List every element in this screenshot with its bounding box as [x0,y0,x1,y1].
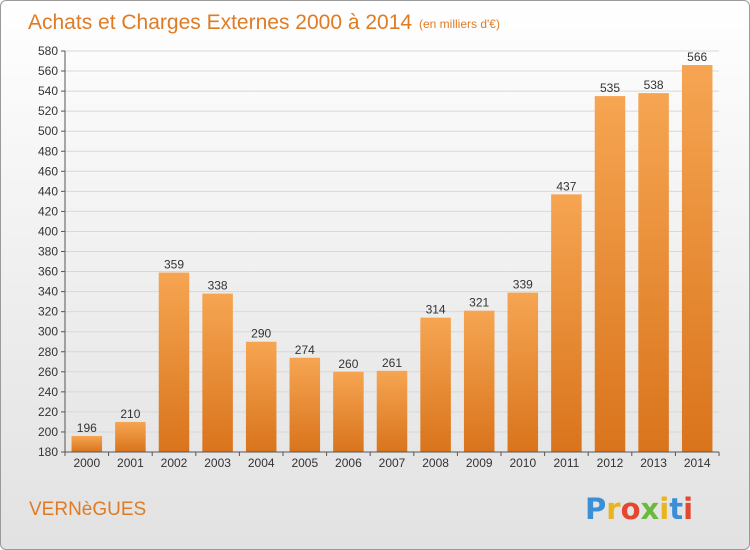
logo-letter: o [621,492,641,526]
data-label-2006: 260 [338,357,358,371]
y-tick-label: 460 [38,164,58,178]
y-tick-label: 200 [38,425,58,439]
y-tick-label: 520 [38,104,58,118]
y-tick-label: 380 [38,245,58,259]
bar-2003 [202,293,233,452]
bars [71,65,713,453]
x-tick-label: 2006 [335,456,362,470]
y-tick-label: 240 [38,385,58,399]
chart-unit: (en milliers d'€) [419,17,500,31]
data-label-2004: 290 [251,327,271,341]
y-tick-label: 320 [38,305,58,319]
x-tick-label: 2008 [422,456,449,470]
x-tick-label: 2005 [291,456,318,470]
bar-2007 [376,370,408,452]
x-tick-label: 2011 [553,456,579,470]
x-tick-label: 2014 [684,456,711,470]
y-tick-label: 300 [38,325,58,339]
data-label-2012: 535 [600,81,620,95]
bar-2011 [551,194,582,453]
logo-letter: P [585,492,606,526]
bar-2012 [594,96,626,453]
y-tick-label: 400 [38,224,58,238]
data-label-2003: 338 [208,279,228,293]
x-tick-label: 2009 [466,456,493,470]
x-axis-ticks: 2000 2001 2002 2003 2004 2005 2006 2007 2008 2009… [64,452,720,470]
data-label-2001: 210 [120,407,140,421]
x-tick-label: 2002 [161,456,188,470]
bar-2000 [71,435,103,452]
bar-2002 [158,272,190,452]
commune-name: VERNèGUES [29,499,146,520]
y-tick-label: 440 [38,184,58,198]
data-label-2002: 359 [164,258,184,272]
y-tick-label: 580 [38,44,58,58]
y-axis-ticks: 180 200 220 240 260 280 300 320 340 360 380 400 420 4… [38,44,65,459]
x-tick-label: 2004 [248,456,275,470]
bar-2013 [638,93,669,452]
data-label-2011: 437 [556,179,576,193]
x-tick-label: 2012 [597,456,624,470]
logo-letter: i [659,492,669,526]
x-tick-label: 2007 [379,456,406,470]
proxiti-logo: Proxiti [585,492,693,526]
logo-letter: t [669,492,683,526]
data-label-2010: 339 [513,278,533,292]
logo-letter: x [641,492,660,526]
y-tick-label: 340 [38,285,58,299]
x-tick-label: 2001 [117,456,144,470]
y-tick-label: 540 [38,84,58,98]
bar-2001 [115,421,146,452]
logo-letter: i [683,492,693,526]
y-tick-label: 480 [38,144,58,158]
data-label-2013: 538 [644,78,664,92]
y-tick-label: 220 [38,405,58,419]
data-labels: 196 210 359 338 290 274 260 261 314 321 339 437 535 5… [77,50,708,435]
bar-2005 [289,357,321,452]
data-label-2014: 566 [687,50,707,64]
y-tick-label: 500 [38,124,58,138]
logo-letter: r [606,492,621,526]
x-tick-label: 2010 [509,456,536,470]
y-tick-label: 420 [38,204,58,218]
bar-2006 [333,371,364,452]
chart-title: Achats et Charges Externes 2000 à 2014 [28,11,412,34]
data-label-2000: 196 [77,421,97,435]
y-tick-label: 360 [38,265,58,279]
y-tick-label: 260 [38,365,58,379]
bar-2004 [245,341,277,452]
data-label-2005: 274 [295,343,315,357]
y-tick-label: 180 [38,445,58,459]
bar-2014 [681,65,713,452]
bar-2008 [420,317,451,452]
bar-2009 [463,310,495,452]
data-label-2009: 321 [469,296,489,310]
x-tick-label: 2003 [204,456,231,470]
x-tick-label: 2013 [640,456,667,470]
bar-2010 [507,292,539,452]
y-tick-label: 280 [38,345,58,359]
data-label-2007: 261 [382,356,402,370]
y-tick-label: 560 [38,64,58,78]
data-label-2008: 314 [426,303,446,317]
x-tick-label: 2000 [73,456,100,470]
